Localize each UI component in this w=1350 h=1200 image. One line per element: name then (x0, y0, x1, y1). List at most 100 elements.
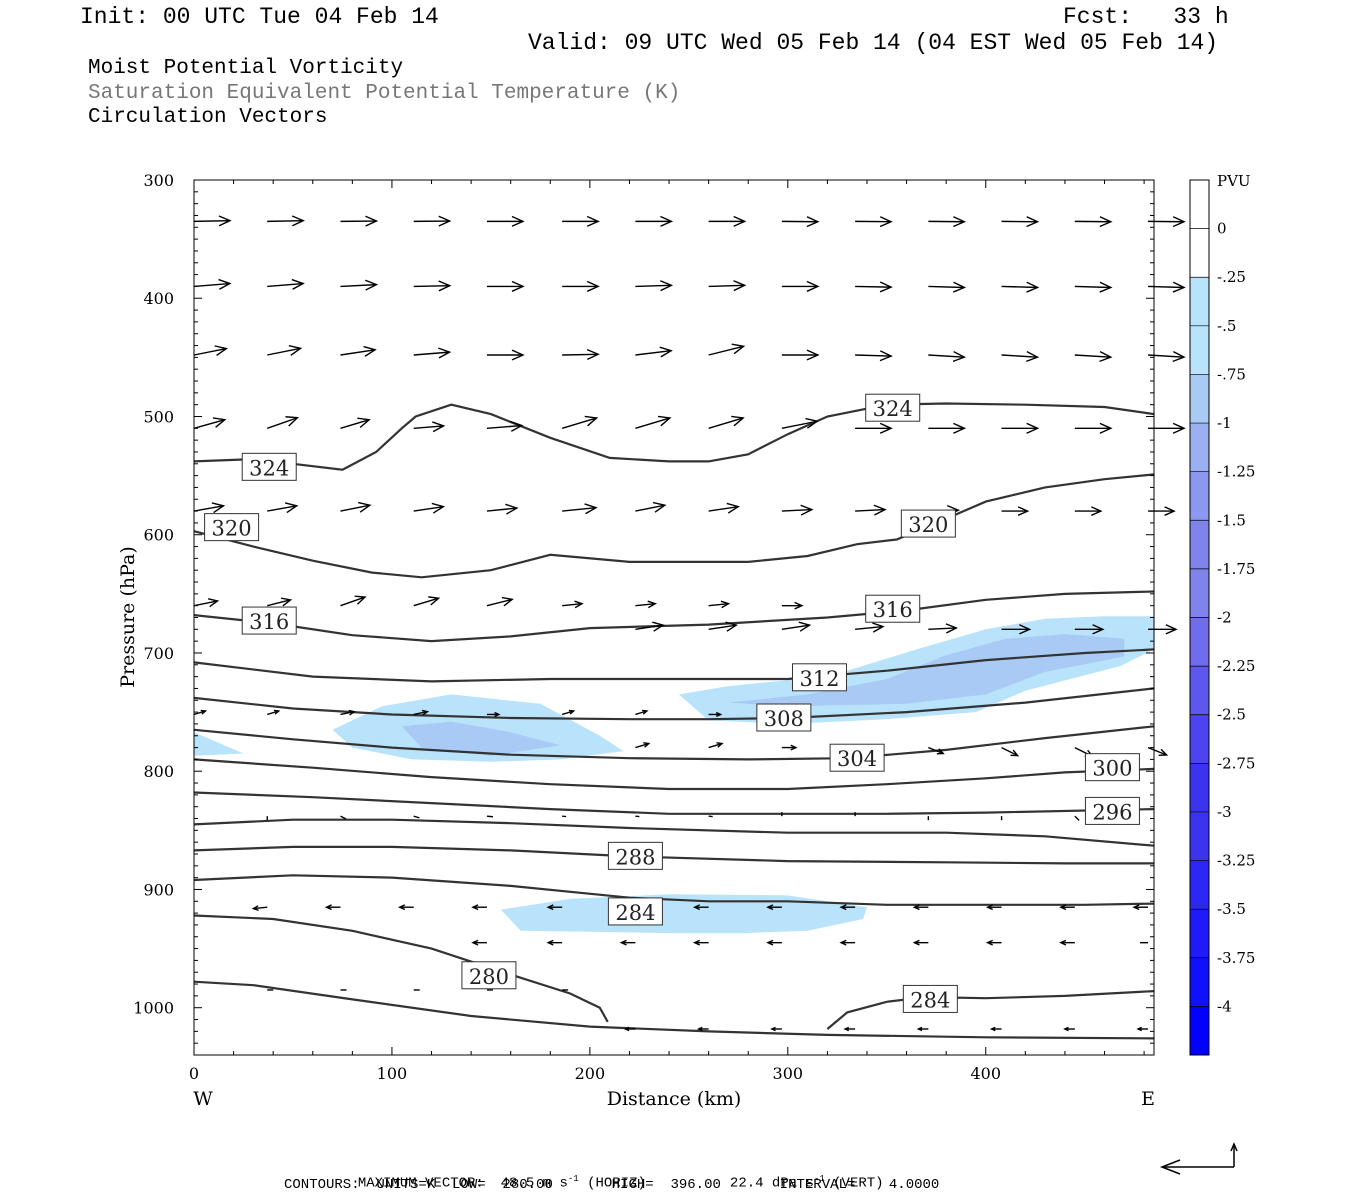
circulation-vector (985, 904, 1002, 911)
vector-head (770, 1026, 776, 1032)
vector-shaft (413, 711, 428, 716)
circulation-vector (1074, 350, 1113, 363)
vector-shaft (486, 815, 493, 818)
circulation-vector (781, 349, 820, 361)
vector-head (358, 501, 372, 513)
circulation-vector (635, 501, 667, 513)
vector-head (660, 215, 674, 227)
x-tick-label: 100 (377, 1064, 408, 1083)
y-tick-label: 400 (143, 289, 174, 308)
circulation-vector (193, 215, 232, 227)
vector-head (936, 748, 945, 755)
vector-head (794, 601, 804, 610)
circulation-vector (635, 709, 649, 716)
y-tick-label: 600 (143, 526, 174, 545)
vector-head (953, 216, 967, 228)
contour-label-box (900, 509, 956, 538)
vector-shaft (708, 284, 745, 288)
colorbar-cell (1190, 568, 1209, 618)
circulation-vector (855, 350, 893, 362)
vector-head (1172, 422, 1186, 434)
circulation-vector (1001, 281, 1040, 293)
vector-head (806, 349, 820, 361)
circulation-vector (635, 346, 673, 358)
vector-head (790, 744, 798, 751)
vector-head (280, 597, 293, 607)
vector-head (200, 709, 208, 715)
circulation-vector (1001, 746, 1020, 757)
vector-shaft (267, 417, 298, 429)
vector-head (660, 280, 674, 292)
vector-head (584, 415, 599, 427)
colorbar-cell (1190, 180, 1209, 229)
x-tick-label: 200 (575, 1064, 606, 1083)
circulation-vector (635, 280, 674, 292)
circulation-vector (708, 742, 724, 749)
y-tick-label: 500 (143, 407, 174, 426)
colorbar-level-label: -3.5 (1217, 900, 1246, 918)
contour-label: 324 (873, 397, 913, 421)
vector-head (568, 709, 576, 715)
colorbar-title: PVU (1217, 172, 1251, 190)
circulation-vector (486, 503, 519, 515)
vector-head (1010, 749, 1020, 757)
circulation-vector (781, 621, 812, 632)
circulation-vector (855, 281, 893, 293)
vector-head (586, 348, 600, 361)
vector-shaft (1074, 285, 1111, 289)
circulation-vector (193, 598, 220, 608)
pv-region (728, 634, 1125, 707)
vector-shaft (267, 710, 279, 716)
vector-head (586, 215, 600, 227)
vector-head (214, 345, 229, 357)
y-tick-label: 900 (143, 880, 174, 899)
colorbar-cell (1190, 228, 1209, 278)
circulation-vector (340, 345, 377, 357)
colorbar-cell (1190, 909, 1209, 958)
circulation-vector (413, 421, 446, 433)
circulation-vector (561, 415, 599, 429)
circulation-vector (324, 904, 341, 911)
field-title-theta-es: Saturation Equivalent Potential Temperat… (88, 82, 681, 105)
circulation-vector (413, 347, 452, 359)
circulation-vector (989, 1026, 1002, 1032)
circulation-vector (912, 939, 929, 946)
circulation-vector (985, 939, 1002, 946)
vector-shaft (413, 597, 439, 607)
contour-label: 304 (837, 747, 877, 771)
vector-head (953, 422, 967, 434)
vector-shaft (413, 505, 444, 512)
vector-head (574, 600, 584, 609)
vector-shaft (340, 504, 371, 512)
pv-shading (194, 616, 1154, 934)
circulation-vector (766, 939, 782, 946)
vector-head (212, 417, 227, 428)
circulation-vector (1148, 281, 1186, 293)
vector-head (208, 598, 220, 608)
x-tick-label: 300 (773, 1064, 804, 1083)
circulation-vector (562, 600, 584, 609)
vector-shaft (193, 505, 224, 512)
vector-head (1172, 216, 1186, 228)
circulation-vector (781, 504, 814, 516)
circulation-vector (619, 939, 636, 946)
theta-e-contour-284 (193, 874, 1155, 906)
circulation-vector (839, 904, 856, 911)
circulation-vector (193, 709, 208, 716)
vector-head (647, 600, 658, 609)
colorbar-level-label: -1.75 (1217, 560, 1255, 578)
vector-shaft (708, 345, 744, 356)
circulation-vector (1074, 281, 1113, 293)
horiz-unit-exp: -1 (567, 1174, 579, 1184)
vector-shaft (1147, 746, 1167, 756)
vector-head (1091, 506, 1103, 516)
max-vector-label: MAXIMUM VECTOR: (357, 1175, 484, 1192)
circulation-vector (708, 621, 739, 632)
pv-region (401, 721, 561, 756)
contour-label-box (902, 984, 958, 1013)
circulation-vector (340, 815, 347, 820)
colorbar-level-label: -1 (1217, 414, 1232, 432)
forecast-hour: Fcst: 33 h (1063, 4, 1229, 30)
vector-head (873, 504, 887, 516)
y-tick-label: 1000 (133, 999, 174, 1018)
